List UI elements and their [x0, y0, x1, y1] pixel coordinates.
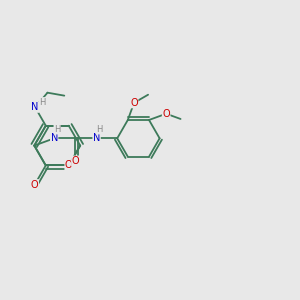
Text: H: H: [39, 98, 46, 106]
Text: O: O: [31, 180, 38, 190]
Text: N: N: [32, 102, 39, 112]
Text: O: O: [130, 98, 138, 108]
Text: H: H: [54, 125, 60, 134]
Text: O: O: [72, 156, 79, 166]
Text: O: O: [162, 109, 170, 119]
Text: N: N: [93, 133, 100, 143]
Text: N: N: [50, 133, 58, 143]
Text: H: H: [96, 125, 102, 134]
Text: O: O: [65, 160, 73, 170]
